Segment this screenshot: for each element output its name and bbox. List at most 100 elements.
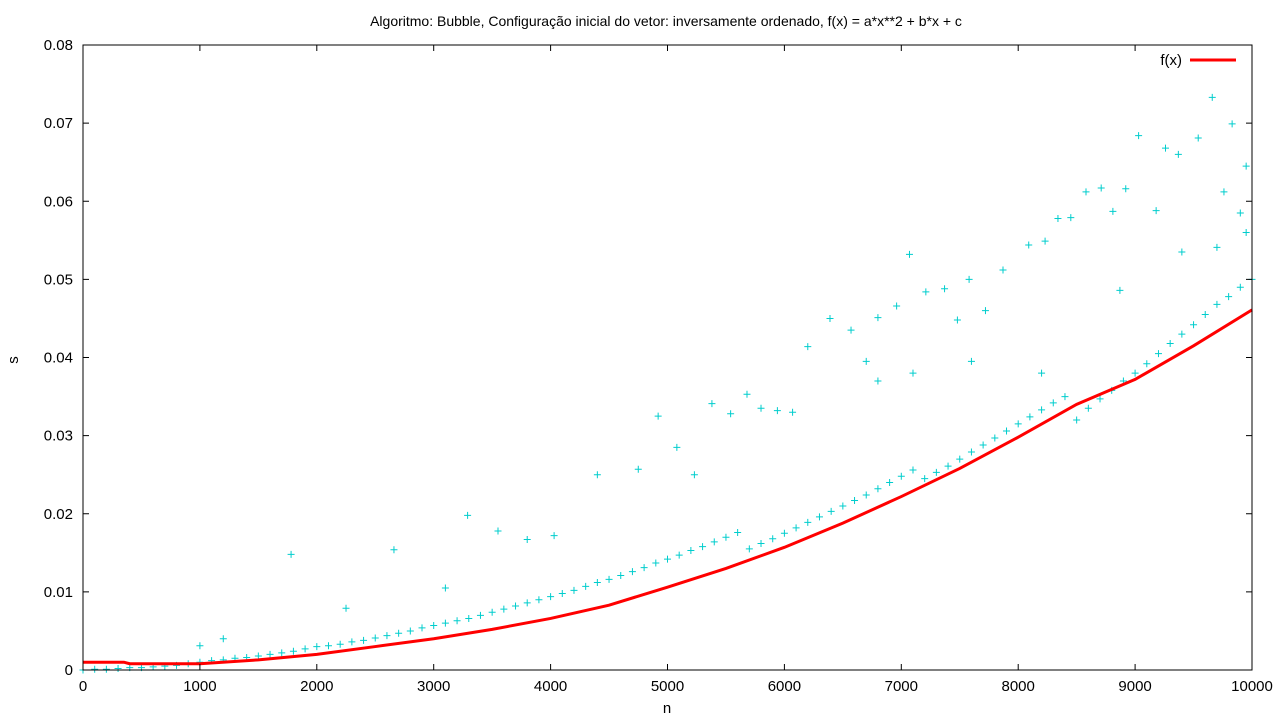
scatter-point [390,546,398,554]
x-tick-label: 6000 [768,678,801,695]
scatter-point [1049,399,1057,407]
legend: f(x) [1160,52,1236,69]
scatter-point [922,288,930,296]
scatter-point [893,302,901,310]
scatter-point [593,579,601,586]
scatter-point [664,555,671,563]
scatter-point [757,404,765,412]
scatter-point [722,533,730,541]
scatter-point [550,532,558,540]
scatter-point [941,285,949,293]
scatter-point [886,479,894,486]
scatter-point [1026,413,1034,421]
scatter-point [965,275,973,283]
x-axis: 0 1000 2000 3000 4000 5000 6000 7000 8000 9000 100… [79,45,1273,695]
scatter-point [1166,339,1174,347]
scatter-point [710,538,718,546]
scatter-point [1213,243,1221,251]
scatter-point [617,571,625,579]
x-tick-label: 1000 [183,678,216,695]
scatter-point [1109,207,1117,215]
scatter-point [1178,248,1186,256]
scatter-point [690,471,698,479]
scatter-point [1038,369,1046,377]
legend-label-fx: f(x) [1160,52,1182,69]
scatter-point [1190,321,1198,329]
scatter-point [1242,229,1250,236]
scatter-point [1201,311,1209,319]
y-tick-label: 0.04 [44,350,73,367]
scatter-point [1225,293,1233,301]
scatter-point [932,468,940,476]
y-tick-label: 0.08 [44,37,73,54]
y-tick-label: 0.03 [44,428,73,445]
scatter-point [979,441,987,449]
scatter-point [395,629,403,637]
scatter-series [79,93,1256,674]
x-tick-label: 0 [79,678,87,695]
scatter-point [999,266,1007,274]
chart-title: Algoritmo: Bubble, Configuração inicial … [370,13,962,29]
x-tick-label: 5000 [651,678,684,695]
scatter-point [743,390,751,398]
scatter-point [944,462,952,470]
scatter-point [956,455,964,463]
scatter-point [1194,134,1202,142]
scatter-point [745,545,753,553]
scatter-point [905,250,913,258]
x-tick-label: 8000 [1002,678,1035,695]
x-tick-label: 10000 [1231,678,1273,695]
scatter-point [570,586,578,594]
scatter-point [371,634,379,642]
scatter-point [342,604,350,612]
scatter-point [582,582,590,590]
scatter-point [289,647,297,655]
scatter-point [1178,330,1186,338]
scatter-point [1067,214,1075,222]
scatter-point [348,638,356,646]
scatter-point [1213,300,1221,308]
scatter-point [1236,209,1244,217]
scatter-point [114,664,122,672]
scatter-point [757,539,765,547]
scatter-point [360,636,368,644]
scatter-point [687,546,695,554]
scatter-point [196,642,204,650]
scatter-point [827,507,835,515]
scatter-point [1122,185,1130,193]
scatter-point [1096,395,1104,403]
scatter-point [313,643,321,651]
scatter-point [652,559,660,567]
scatter-point [804,343,812,351]
scatter-point [430,621,438,629]
scatter-point [1154,350,1162,358]
scatter-point [453,617,461,625]
scatter-point [547,593,555,601]
scatter-point [418,624,426,632]
scatter-point [102,665,110,673]
fit-curve [83,308,1253,666]
scatter-point [266,650,274,658]
scatter-point [1003,427,1011,435]
scatter-point [1236,283,1244,291]
scatter-point [219,635,227,643]
scatter-point [383,632,391,640]
scatter-point [1131,369,1139,377]
scatter-point [967,357,975,365]
scatter-point [780,529,788,537]
scatter-point [441,584,449,592]
x-tick-label: 3000 [417,678,450,695]
scatter-point [851,496,859,504]
scatter-point [734,529,742,536]
scatter-point [769,535,777,543]
scatter-point [324,642,332,650]
scatter-point [1220,188,1228,196]
scatter-point [1143,360,1151,368]
x-axis-label: n [663,700,671,717]
scatter-point [708,400,716,408]
y-tick-label: 0.06 [44,193,73,210]
scatter-point [500,605,508,613]
scatter-point [465,614,473,622]
scatter-point [464,511,472,519]
scatter-point [792,524,800,532]
